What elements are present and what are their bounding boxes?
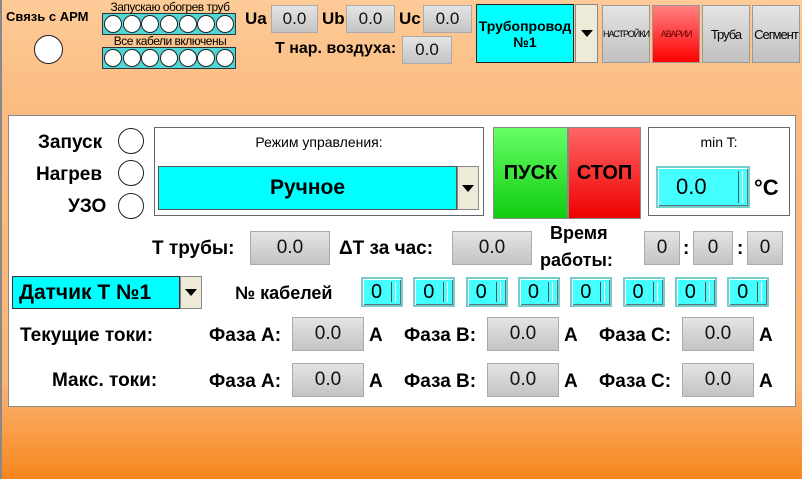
ub-value: 0.0 xyxy=(346,5,395,33)
stop-button[interactable]: СТОП xyxy=(568,127,641,219)
heating-label: Запускаю обогрев труб xyxy=(110,0,230,14)
time-sep: : xyxy=(737,238,744,259)
cable-number-input[interactable]: 0 xyxy=(413,277,456,307)
cable-number-input[interactable]: 0 xyxy=(622,277,665,307)
pipe-button[interactable]: Труба xyxy=(702,5,750,63)
link-label: Связь с АРМ xyxy=(6,9,89,24)
current-label: Текущие токи: xyxy=(20,325,154,346)
max-phase-c-value: 0.0 xyxy=(682,363,754,397)
min-t-input[interactable]: 0.0 xyxy=(656,166,750,208)
time-hours: 0 xyxy=(644,231,680,265)
heat-indicator xyxy=(118,160,144,186)
pipeline-dropdown-button[interactable] xyxy=(575,4,598,63)
chevron-down-icon xyxy=(462,184,474,192)
time-label-1: Время xyxy=(550,223,608,243)
mode-group xyxy=(154,127,484,216)
heat-label: Нагрев xyxy=(36,164,103,185)
min-t-group xyxy=(648,127,790,216)
uzo-label: УЗО xyxy=(68,196,107,217)
sensor-dropdown-button[interactable] xyxy=(180,276,202,309)
air-label: T нар. воздуха: xyxy=(275,40,397,57)
cable-number-input[interactable]: 0 xyxy=(465,277,508,307)
time-sep: : xyxy=(683,238,690,259)
ua-value: 0.0 xyxy=(271,5,318,33)
phase-a-label: Фаза А: xyxy=(209,325,282,346)
cur-phase-c-value: 0.0 xyxy=(682,317,754,351)
max-label: Макс. токи: xyxy=(52,370,158,391)
chevron-down-icon xyxy=(580,30,593,37)
mode-dropdown-button[interactable] xyxy=(457,166,479,210)
ub-label: Ub xyxy=(322,9,345,28)
uc-value: 0.0 xyxy=(423,5,472,33)
dt-value: 0.0 xyxy=(452,231,532,265)
cable-number-input[interactable]: 0 xyxy=(674,277,717,307)
amp-unit: А xyxy=(369,371,383,392)
alarms-button[interactable]: АВАРИИ xyxy=(652,5,700,63)
start-indicator xyxy=(118,128,144,154)
phase-c-label: Фаза С: xyxy=(599,325,672,346)
heating-indicators xyxy=(102,13,236,35)
t-pipe-value: 0.0 xyxy=(250,231,330,265)
amp-unit: А xyxy=(759,371,773,392)
phase-b-label: Фаза В: xyxy=(404,371,477,392)
cables-indicators xyxy=(102,47,236,69)
unit-celsius: °C xyxy=(754,175,779,200)
ua-label: Ua xyxy=(245,9,267,28)
phase-a-label: Фаза А: xyxy=(209,371,282,392)
cable-number-input[interactable]: 0 xyxy=(517,277,560,307)
amp-unit: А xyxy=(759,325,773,346)
pipeline-select[interactable]: Трубопровод №1 xyxy=(476,4,574,63)
mode-select[interactable]: Ручное xyxy=(158,166,457,210)
max-phase-a-value: 0.0 xyxy=(292,363,364,397)
mode-title: Режим управления: xyxy=(255,134,383,150)
chevron-down-icon xyxy=(185,289,197,296)
cur-phase-a-value: 0.0 xyxy=(292,317,364,351)
cable-number-input[interactable]: 0 xyxy=(361,277,403,307)
cables-label: № кабелей xyxy=(235,283,333,303)
air-value: 0.0 xyxy=(402,36,452,64)
uc-label: Uc xyxy=(399,9,421,28)
dt-label: ΔT за час: xyxy=(339,238,434,259)
phase-b-label: Фаза В: xyxy=(404,325,477,346)
amp-unit: А xyxy=(564,325,578,346)
amp-unit: А xyxy=(369,325,383,346)
start-label: Запуск xyxy=(38,132,103,153)
link-indicator xyxy=(34,35,63,64)
segment-button[interactable]: Сегмент xyxy=(752,5,800,63)
settings-button[interactable]: НАСТРОЙКИ xyxy=(602,5,650,63)
time-label-2: работы: xyxy=(540,250,613,270)
amp-unit: А xyxy=(564,371,578,392)
t-pipe-label: T трубы: xyxy=(152,238,235,259)
sensor-select[interactable]: Датчик T №1 xyxy=(12,276,180,309)
cable-number-input[interactable]: 0 xyxy=(727,277,770,307)
start-button[interactable]: ПУСК xyxy=(493,127,568,219)
time-minutes: 0 xyxy=(693,231,733,265)
time-seconds: 0 xyxy=(747,231,783,265)
cables-on-label: Все кабели включены xyxy=(113,34,227,48)
min-t-label: min T: xyxy=(700,134,738,150)
max-phase-b-value: 0.0 xyxy=(487,363,559,397)
cable-number-input[interactable]: 0 xyxy=(570,277,613,307)
phase-c-label: Фаза С: xyxy=(599,371,672,392)
cur-phase-b-value: 0.0 xyxy=(487,317,559,351)
uzo-indicator xyxy=(118,193,144,219)
